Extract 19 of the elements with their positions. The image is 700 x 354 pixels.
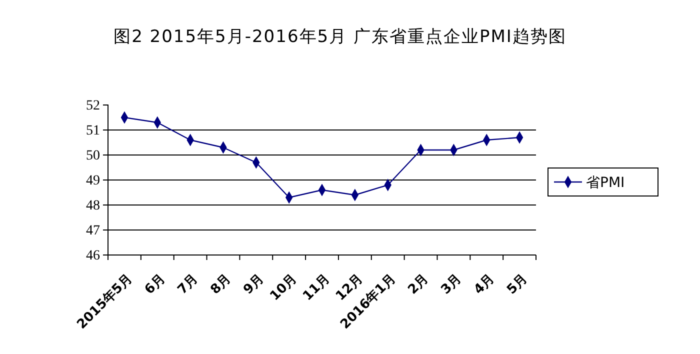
x-tick-label: 8月 [208,271,234,298]
x-tick-label: 6月 [142,271,168,298]
y-tick-label: 48 [86,198,100,214]
x-tick-label: 5月 [504,271,530,298]
x-tick-label: 7月 [175,271,202,298]
y-tick-label: 49 [86,173,100,188]
x-tick-label: 10月 [267,271,300,304]
y-tick-label: 46 [86,248,100,264]
x-tick-label: 2月 [406,271,432,298]
x-tick-label: 4月 [471,271,498,298]
y-tick-label: 52 [86,98,100,114]
y-tick-label: 51 [86,123,100,138]
x-tick-label: 9月 [240,271,268,298]
x-tick-label: 11月 [300,271,333,304]
y-tick-label: 50 [86,148,100,164]
chart-title: 图2 2015年5月-2016年5月 广东省重点企业PMI趋势图 [114,27,566,47]
legend-label: 省PMI [586,175,625,191]
x-tick-label: 3月 [438,271,465,298]
y-tick-label: 47 [86,223,100,238]
